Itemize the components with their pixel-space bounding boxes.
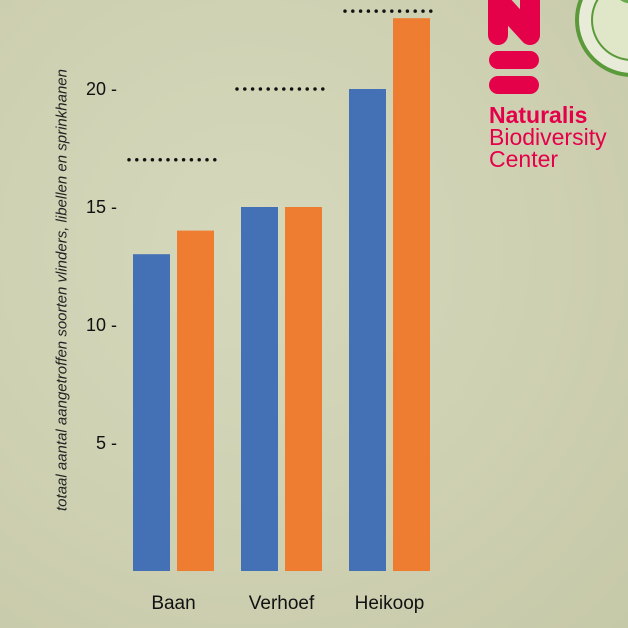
y-tick-label: 20 -	[86, 79, 117, 99]
seal-logo	[575, 0, 628, 77]
x-tick-label: Heikoop	[355, 593, 425, 614]
bar-heikoop-series-orange	[393, 18, 430, 571]
naturalis-logo-icon	[488, 0, 540, 94]
bar-verhoef-series-blue	[241, 207, 278, 571]
y-tick-label: 5 -	[96, 433, 117, 453]
naturalis-logo-text: Naturalis Biodiversity Center	[489, 102, 607, 172]
bar-baan-series-orange	[177, 230, 214, 571]
logo-line-3: Center	[489, 146, 559, 172]
y-axis-label: totaal aantal aangetroffen soorten vlind…	[53, 69, 71, 511]
logo-line-2: Biodiversity	[489, 124, 607, 150]
bar-heikoop-series-blue	[349, 89, 386, 571]
x-tick-label: Verhoef	[249, 593, 315, 614]
logo-line-1: Naturalis	[489, 102, 588, 128]
y-tick-label: 10 -	[86, 315, 117, 335]
y-tick-label: 15 -	[86, 197, 117, 217]
bar-baan-series-blue	[133, 254, 170, 571]
x-tick-label: Baan	[151, 593, 195, 614]
bar-verhoef-series-orange	[285, 207, 322, 571]
